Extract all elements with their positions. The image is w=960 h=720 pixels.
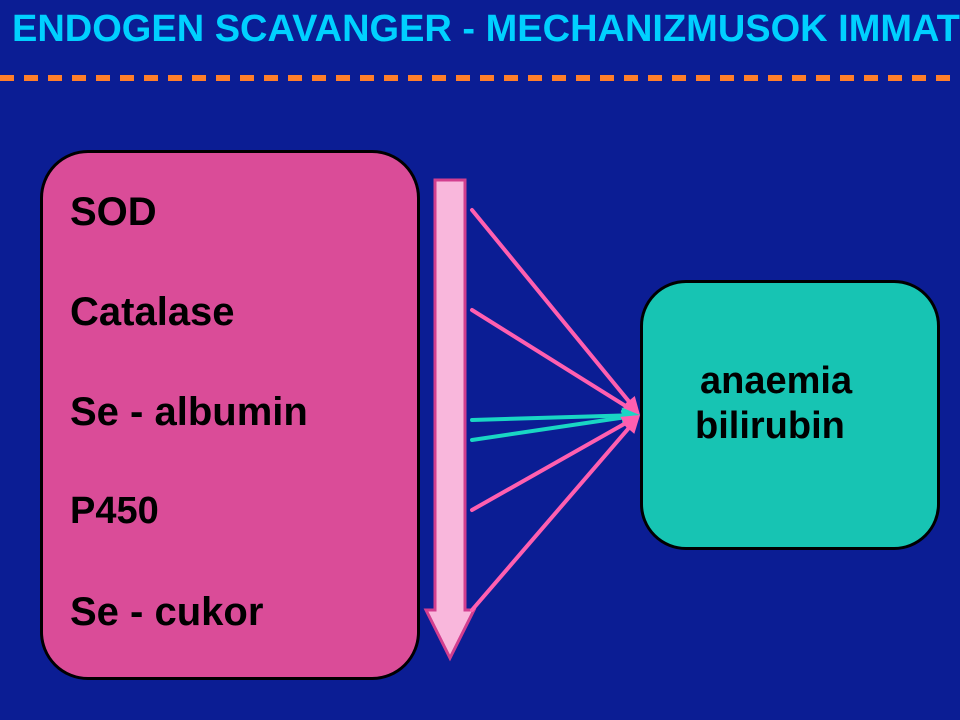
page-title: ENDOGEN SCAVANGER - MECHANIZMUSOK IMMATU… [12, 8, 960, 51]
left-box-label-0: SOD [70, 190, 157, 235]
left-box-label-2: Se - albumin [70, 390, 308, 435]
left-box-label-1: Catalase [70, 290, 235, 335]
connector-arrowhead-0 [622, 396, 640, 415]
right-box-label-1: bilirubin [695, 405, 845, 448]
left-box-label-3: P450 [70, 490, 159, 533]
right-box-label-0: anaemia [700, 360, 852, 403]
diagram-stage: ENDOGEN SCAVANGER - MECHANIZMUSOK IMMATU… [0, 0, 960, 720]
connector-line-0 [472, 210, 629, 401]
connector-line-2 [472, 416, 622, 420]
connector-arrowhead-2 [622, 408, 640, 424]
connector-line-3 [472, 418, 622, 440]
connector-arrowhead-4 [620, 415, 640, 431]
connector-line-1 [472, 310, 625, 405]
connector-line-4 [472, 424, 624, 510]
left-box-label-4: Se - cukor [70, 590, 263, 635]
connector-arrowhead-3 [621, 410, 640, 426]
connector-arrowhead-1 [620, 399, 640, 415]
connector-line-5 [472, 429, 628, 610]
connector-arrowhead-5 [622, 415, 640, 434]
down-arrow [426, 180, 474, 658]
